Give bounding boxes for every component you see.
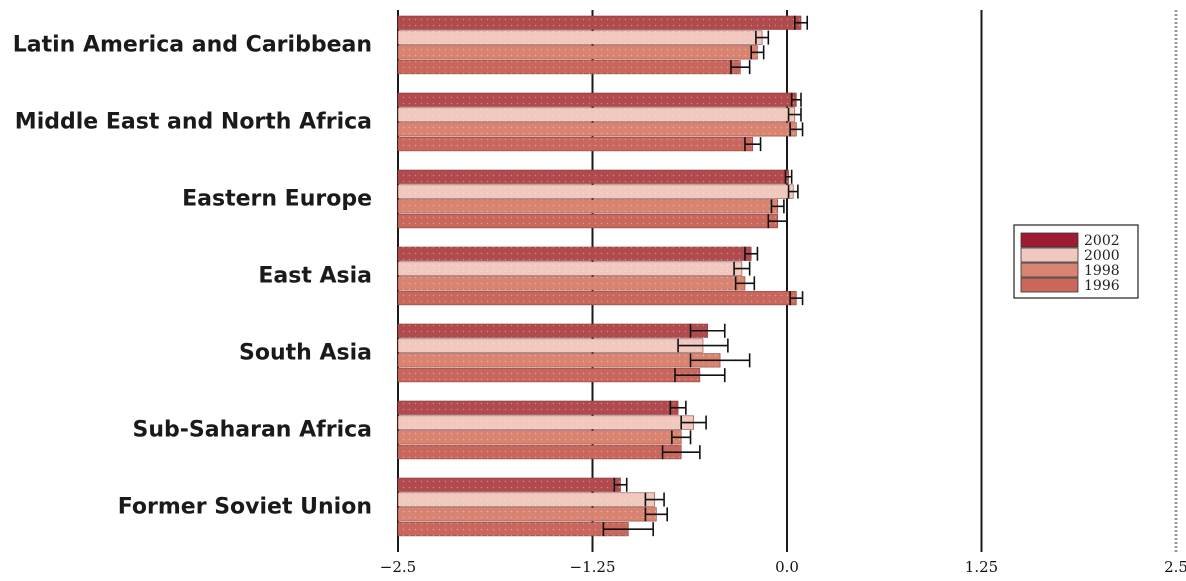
- x-tick-label: 0.0: [775, 558, 799, 576]
- bar-texture: [398, 522, 629, 536]
- bar-texture: [398, 430, 682, 445]
- bar-texture: [398, 401, 679, 415]
- x-tick-label: −1.25: [570, 558, 616, 576]
- bar-texture: [398, 247, 752, 261]
- bar-texture: [398, 492, 655, 507]
- legend-label: 1996: [1084, 278, 1120, 294]
- bar-texture: [398, 30, 763, 45]
- error-bars: [602, 15, 809, 537]
- bar-texture: [398, 184, 794, 199]
- bar-texture: [398, 478, 621, 492]
- bar-texture: [398, 199, 778, 214]
- category-labels: Latin America and Caribbean Middle East a…: [13, 33, 372, 520]
- bar-texture: [398, 107, 795, 122]
- category-label: Former Soviet Union: [118, 495, 372, 520]
- legend-label: 2000: [1084, 248, 1120, 264]
- legend-swatch-1996: [1020, 277, 1079, 293]
- category-label: Middle East and North Africa: [15, 110, 372, 135]
- bar-texture: [398, 338, 703, 353]
- x-axis-tick-labels: −2.5 −1.25 0.0 1.25 2.5: [380, 558, 1186, 576]
- x-tick-label: −2.5: [380, 558, 416, 576]
- bar-texture: [398, 276, 745, 291]
- category-label: Eastern Europe: [182, 187, 372, 212]
- legend-swatch-2000: [1020, 247, 1079, 263]
- category-label: East Asia: [258, 264, 372, 289]
- bar-texture: [398, 93, 797, 107]
- bar-texture: [398, 291, 797, 305]
- legend-label: 1998: [1084, 263, 1120, 279]
- legend-swatch-2002: [1020, 232, 1079, 248]
- bar-texture: [398, 415, 694, 430]
- category-label: Sub-Saharan Africa: [133, 418, 372, 443]
- x-tick-label: 2.5: [1164, 558, 1186, 576]
- bars: [397, 15, 802, 537]
- bar-texture: [398, 16, 802, 30]
- bar-texture: [398, 122, 797, 137]
- legend-label: 2002: [1084, 233, 1120, 249]
- legend-swatch-1998: [1020, 262, 1079, 278]
- bar-texture: [398, 507, 657, 522]
- bar-texture: [398, 368, 700, 382]
- category-label: Latin America and Caribbean: [13, 33, 372, 58]
- bar-texture: [398, 60, 741, 74]
- bar-texture: [398, 353, 721, 368]
- x-tick-label: 1.25: [965, 558, 998, 576]
- category-label: South Asia: [239, 341, 372, 366]
- bar-texture: [398, 261, 742, 276]
- bar-texture: [398, 445, 682, 459]
- bar-texture: [398, 324, 708, 338]
- bar-texture: [398, 137, 753, 151]
- bar-texture: [398, 170, 789, 184]
- bar-texture: [398, 214, 778, 228]
- bar-texture: [398, 45, 758, 60]
